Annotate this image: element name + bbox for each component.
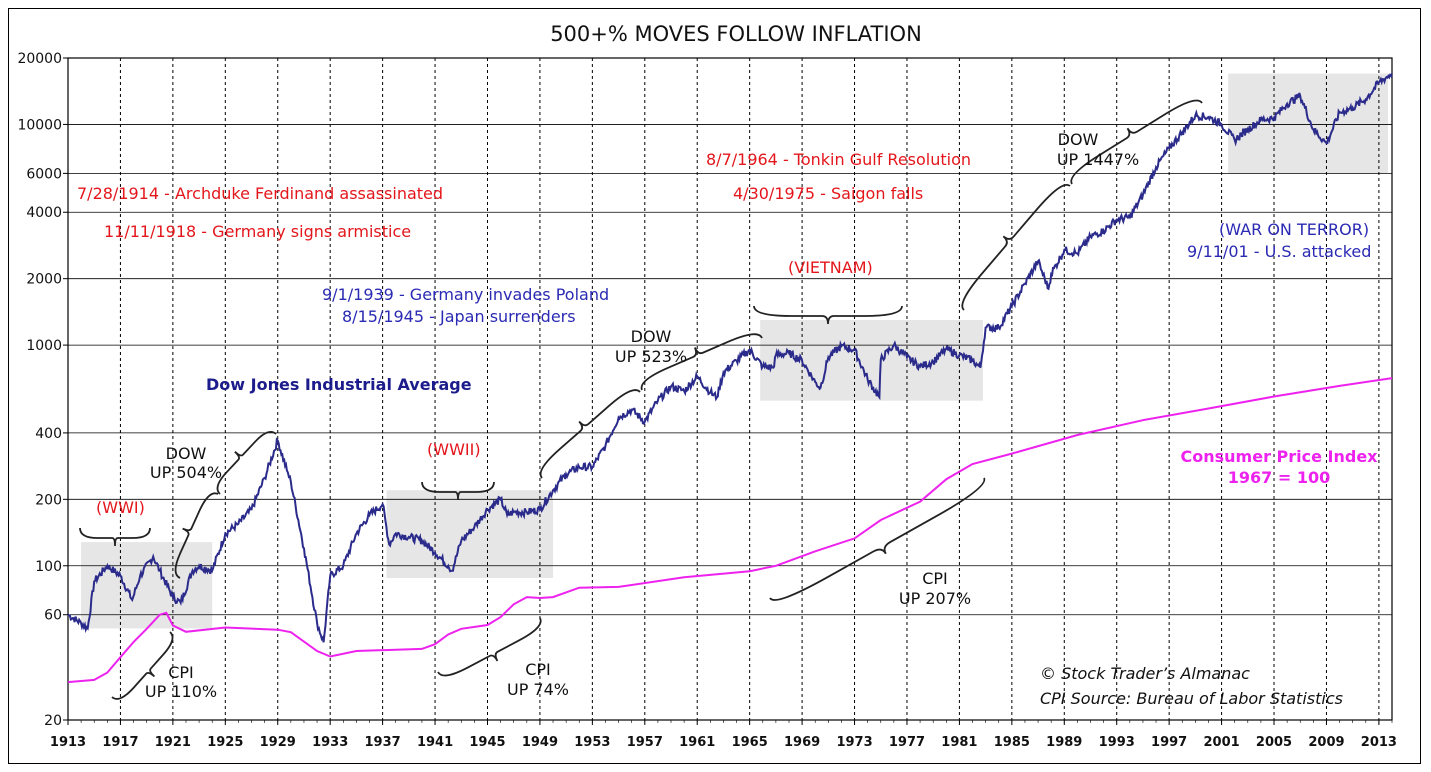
x-tick-label-2001: 2001 [1203,735,1239,750]
bracket-vietnam [753,305,903,325]
x-tick-label-2005: 2005 [1256,735,1292,750]
x-tick-label-1949: 1949 [522,735,558,750]
x-tick-label-1917: 1917 [102,735,138,750]
bracket-wwi [79,527,151,547]
x-tick-label-1941: 1941 [417,735,453,750]
x-tick-label-1929: 1929 [260,735,296,750]
y-tick-label-100: 100 [35,559,62,575]
series-line-cpi [67,377,1393,684]
move-dow-3-a: DOW [1058,130,1099,149]
annotation-poland: 9/1/1939 - Germany invades Poland [322,285,609,304]
bracket-dow-3 [961,184,1071,311]
dow-series-label: Dow Jones Industrial Average [206,375,472,394]
x-tick-label-1965: 1965 [732,735,768,750]
move-cpi-1-a: CPI [168,663,194,682]
x-tick-label-1945: 1945 [469,735,505,750]
x-tick-label-1937: 1937 [365,735,401,750]
cpi-series-label: Consumer Price Index [1181,447,1379,466]
y-tick-label-1000: 1000 [26,338,62,354]
grid [68,58,1392,720]
plot-border [67,57,1393,721]
move-cpi-1-b: UP 110% [145,682,217,701]
x-tick-label-1969: 1969 [784,735,820,750]
y-tick-label-20000: 20000 [17,51,62,67]
x-tick-label-1953: 1953 [574,735,610,750]
move-cpi-3-b: UP 207% [899,589,971,608]
shaded-regions [81,73,1389,629]
bracket-dow-1b [216,431,277,495]
chart-frame [8,8,1421,764]
y-tick-label-10000: 10000 [17,117,62,133]
y-tick-label-2000: 2000 [26,272,62,288]
x-tick-label-1913: 1913 [50,735,86,750]
region-label-wwii: (WWII) [427,440,481,459]
y-tick-label-4000: 4000 [26,205,62,221]
chart-title: 500+% MOVES FOLLOW INFLATION [550,22,922,46]
axes: 20 60 100 200 400 1000 2000 4000 6000 10000 20000 1… [17,51,1397,750]
x-tick-label-1997: 1997 [1151,735,1187,750]
x-tick-label-1989: 1989 [1046,735,1082,750]
x-tick-label-1961: 1961 [679,735,715,750]
annotation-armistice: 11/11/1918 - Germany signs armistice [104,222,411,241]
annotation-japan: 8/15/1945 - Japan surrenders [342,307,576,326]
move-dow-1-a: DOW [166,444,207,463]
annotation-war-on-terror: (WAR ON TERROR) [1219,220,1369,239]
move-dow-2-a: DOW [631,327,672,346]
annotation-archduke: 7/28/1914 - Archduke Ferdinand assassina… [77,184,443,203]
x-tick-label-1925: 1925 [207,735,243,750]
x-tick-label-1973: 1973 [836,735,872,750]
y-tick-label-6000: 6000 [26,166,62,182]
x-tick-label-1985: 1985 [994,735,1030,750]
x-tick-label-1977: 1977 [889,735,925,750]
y-tick-label-20: 20 [44,713,62,729]
series [67,73,1393,684]
region-label-wwi: (WWI) [96,498,145,517]
x-tick-label-1957: 1957 [627,735,663,750]
x-tick-label-1993: 1993 [1099,735,1135,750]
move-dow-2-b: UP 523% [615,347,687,366]
series-line-dow [67,73,1393,643]
annotation-911: 9/11/01 - U.S. attacked [1187,242,1371,261]
move-cpi-2-a: CPI [525,660,551,679]
x-tick-label-1933: 1933 [312,735,348,750]
y-tick-label-60: 60 [44,608,62,624]
annotation-saigon: 4/30/1975 - Saigon falls [733,184,923,203]
shaded-region-3 [1228,73,1389,174]
region-label-vietnam: (VIETNAM) [788,258,873,277]
source-note: CPI Source: Bureau of Labor Statistics [1040,689,1343,708]
shaded-region-1 [386,490,554,579]
copyright-note: © Stock Trader’s Almanac [1040,664,1250,683]
move-cpi-3-a: CPI [922,569,948,588]
y-tick-label-400: 400 [35,426,62,442]
x-tick-label-1921: 1921 [155,735,191,750]
y-tick-label-200: 200 [35,492,62,508]
x-tick-label-2013: 2013 [1361,735,1397,750]
bracket-wwii [421,481,495,501]
bracket-cpi-2 [437,617,542,677]
move-dow-3-b: UP 1447% [1057,150,1139,169]
cpi-base-label: 1967 = 100 [1228,468,1330,487]
annotation-tonkin: 8/7/1964 - Tonkin Gulf Resolution [706,150,971,169]
move-cpi-2-b: UP 74% [507,680,569,699]
x-tick-label-2009: 2009 [1308,735,1344,750]
x-tick-label-1981: 1981 [941,735,977,750]
move-dow-1-b: UP 504% [150,463,222,482]
shaded-region-0 [81,542,213,629]
